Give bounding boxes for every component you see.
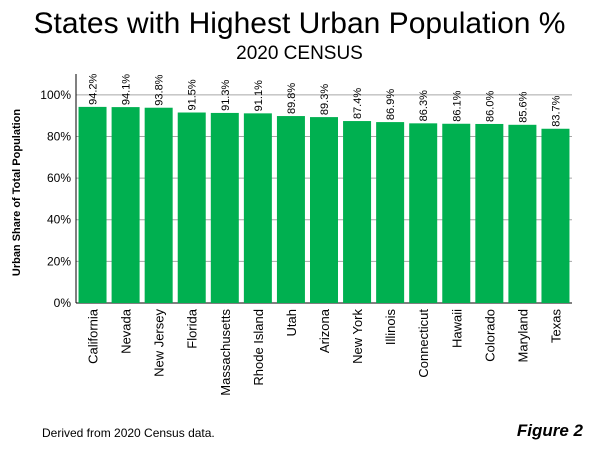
bar-hawaii [442, 123, 471, 303]
bar-new-york [343, 121, 372, 303]
y-tick-label: 20% [47, 254, 71, 268]
x-tick-label: Colorado [482, 309, 497, 362]
data-label: 86.1% [451, 90, 463, 121]
bar-nevada [111, 107, 140, 303]
bar-rhode-island [243, 113, 272, 303]
data-label: 83.7% [550, 95, 562, 126]
data-label: 94.2% [88, 73, 100, 104]
bar-arizona [310, 117, 338, 304]
bar-florida [177, 112, 206, 303]
x-tick-label: Maryland [515, 309, 530, 362]
x-tick-label: Massachusetts [218, 309, 233, 396]
x-tick-label: California [86, 308, 101, 364]
data-label: 94.1% [121, 74, 133, 105]
bar-colorado [475, 123, 504, 303]
bar-illinois [376, 122, 405, 303]
bar-california [78, 106, 107, 303]
bar-maryland [508, 124, 537, 304]
x-tick-label: Arizona [317, 308, 332, 353]
data-label: 93.8% [154, 74, 166, 105]
x-tick-label: Connecticut [416, 309, 431, 378]
chart-title: States with Highest Urban Population % [33, 7, 566, 40]
y-tick-label: 100% [40, 88, 71, 102]
x-tick-label: Texas [548, 309, 563, 343]
x-tick-label: New Jersey [152, 309, 167, 377]
bar-connecticut [409, 123, 438, 304]
bar-new-jersey [144, 107, 173, 303]
x-tick-label: Florida [185, 308, 200, 349]
bar-texas [541, 128, 570, 303]
data-label: 87.4% [352, 88, 364, 119]
data-label: 91.1% [253, 80, 265, 111]
data-label: 86.3% [418, 90, 430, 121]
data-label: 85.6% [517, 91, 529, 122]
data-label: 86.9% [385, 89, 397, 120]
x-tick-label: Rhode Island [251, 309, 266, 386]
y-tick-label: 80% [47, 129, 71, 143]
bar-massachusetts [210, 112, 239, 304]
data-label: 89.8% [286, 83, 298, 114]
figure-label: Figure 2 [516, 421, 583, 440]
y-tick-label: 0% [54, 296, 72, 310]
y-axis-title: Urban Share of Total Population [11, 109, 23, 277]
chart-subtitle: 2020 CENSUS [236, 43, 363, 64]
y-tick-label: 40% [47, 213, 71, 227]
x-tick-label: Nevada [119, 308, 134, 354]
y-tick-label: 60% [47, 171, 71, 185]
data-label: 89.3% [319, 84, 331, 115]
data-label: 91.5% [187, 79, 199, 110]
x-tick-label: Hawaii [449, 309, 464, 348]
data-label: 91.3% [220, 80, 232, 111]
data-label: 86.0% [484, 91, 496, 122]
x-tick-label: Illinois [383, 309, 398, 346]
bar-utah [276, 116, 305, 303]
x-tick-label: New York [350, 309, 365, 364]
x-tick-label: Utah [284, 309, 299, 336]
source-note: Derived from 2020 Census data. [42, 426, 215, 440]
